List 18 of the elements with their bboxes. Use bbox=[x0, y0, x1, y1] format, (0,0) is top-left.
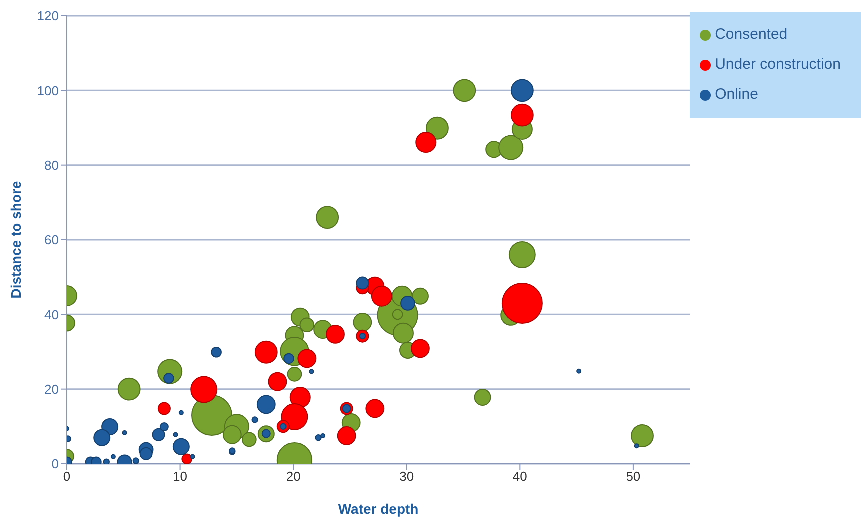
legend-label: Under construction bbox=[715, 56, 841, 73]
y-axis-title: Distance to shore bbox=[8, 181, 24, 299]
y-tick-label: 20 bbox=[44, 382, 59, 397]
x-tick-label: 10 bbox=[173, 469, 188, 484]
y-tick-label: 0 bbox=[52, 456, 59, 472]
x-tick-label: 50 bbox=[626, 469, 641, 484]
x-tick-label: 0 bbox=[63, 469, 71, 484]
y-tick-label: 40 bbox=[44, 307, 59, 322]
legend-label: Online bbox=[715, 86, 758, 103]
x-axis-title: Water depth bbox=[338, 501, 419, 517]
x-tick-label: 20 bbox=[286, 469, 301, 484]
x-tick-label: 40 bbox=[512, 469, 528, 484]
x-tick-label: 30 bbox=[400, 469, 414, 484]
y-tick-label: 80 bbox=[44, 158, 59, 173]
y-tick-label: 100 bbox=[37, 83, 59, 98]
legend-label: Consented bbox=[715, 26, 788, 43]
y-tick-label: 60 bbox=[44, 232, 59, 248]
y-tick-label: 120 bbox=[37, 8, 59, 24]
